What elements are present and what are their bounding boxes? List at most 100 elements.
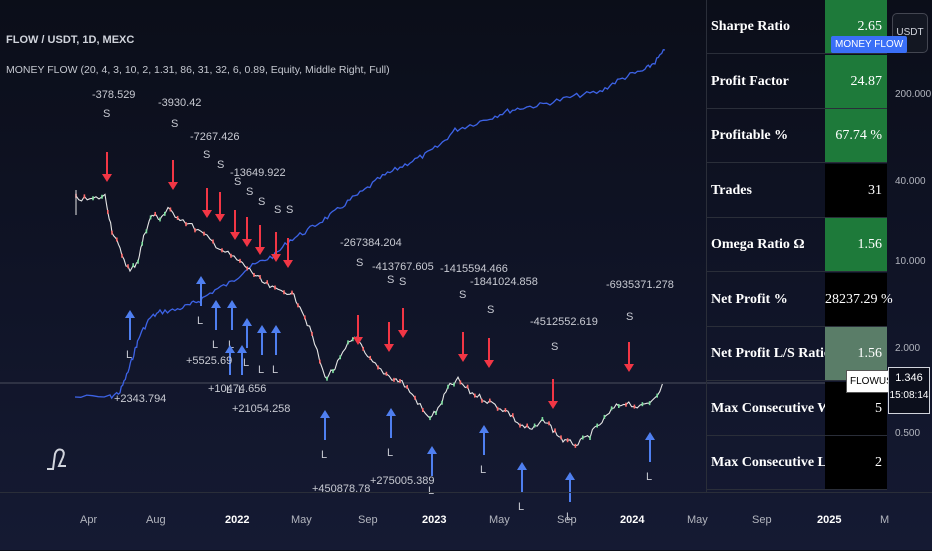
price-candle <box>145 229 148 234</box>
price-candle <box>633 404 636 409</box>
price-candle <box>512 413 514 418</box>
buy-arrow <box>225 345 235 353</box>
last-price: 1.346 <box>895 372 923 384</box>
price-candle <box>239 258 241 263</box>
price-label: 40.000 <box>895 176 926 187</box>
price-axis[interactable] <box>886 0 932 492</box>
long-marker: L <box>646 471 652 483</box>
short-value-label: -13649.922 <box>230 167 286 179</box>
price-candle <box>406 384 408 389</box>
short-marker: S <box>203 149 210 161</box>
bar-countdown: 15:08:14 <box>889 390 929 401</box>
time-label: M <box>880 514 890 526</box>
time-axis[interactable]: Apr Aug 2022 May Sep 2023 May Sep 2024 May Sep 2025… <box>0 492 932 551</box>
symbol-title[interactable]: FLOW / USDT, 1D, MEXC <box>6 34 135 46</box>
price-candle <box>274 285 276 290</box>
stat-label: Omega Ratio Ω <box>711 237 805 252</box>
sell-arrow <box>398 330 408 338</box>
price-candle <box>369 355 371 360</box>
price-candle <box>164 211 166 216</box>
sell-arrow <box>458 354 468 362</box>
long-marker: L <box>243 357 249 369</box>
price-candle <box>466 384 469 389</box>
price-candle <box>453 382 455 387</box>
time-label: May <box>489 514 510 526</box>
time-label: Apr <box>80 514 98 526</box>
price-candle <box>332 369 334 374</box>
price-candle <box>127 264 129 269</box>
price-candle <box>560 435 562 440</box>
price-candle <box>159 217 161 222</box>
short-marker: S <box>258 196 265 208</box>
price-candle <box>246 266 248 271</box>
price-candle <box>266 280 268 285</box>
price-candle <box>221 248 223 253</box>
long-marker: L <box>321 449 327 461</box>
stat-row: Profitable % 67.74 % <box>707 109 887 163</box>
price-candle <box>352 337 354 342</box>
long-value-label: +10474.656 <box>208 383 266 395</box>
short-marker: S <box>387 274 394 286</box>
short-marker: S <box>103 108 110 120</box>
buy-arrow <box>427 446 437 454</box>
time-label: 2023 <box>422 514 447 526</box>
short-marker: S <box>487 304 494 316</box>
short-marker: S <box>234 176 241 188</box>
chart-header: FLOW / USDT, 1D, MEXC <box>6 34 134 46</box>
long-marker: L <box>212 339 218 351</box>
price-candle <box>504 408 507 413</box>
price-candle <box>319 359 321 364</box>
short-marker: S <box>459 289 466 301</box>
currency-button[interactable]: USDT <box>892 13 928 53</box>
price-candle <box>399 378 401 383</box>
long-marker: L <box>126 349 132 361</box>
long-marker: L <box>518 501 524 513</box>
time-label: Aug <box>146 514 166 526</box>
short-value-label: -413767.605 <box>372 261 434 273</box>
sell-arrow <box>548 401 558 409</box>
stat-value: 28237.29 % <box>825 272 893 326</box>
price-candle <box>589 435 591 440</box>
tradingview-logo[interactable] <box>44 444 70 479</box>
time-label: Sep <box>557 514 577 526</box>
price-candle <box>554 428 556 433</box>
buy-arrow <box>271 325 281 333</box>
price-candle <box>610 406 613 411</box>
indicator-legend[interactable]: MONEY FLOW (20, 4, 3, 10, 2, 1.31, 86, 3… <box>6 64 390 76</box>
short-marker: S <box>551 341 558 353</box>
buy-arrow <box>645 432 655 440</box>
stat-row: Max Consecutive Losses 2 <box>707 436 887 490</box>
stat-value: 24.87 <box>825 54 887 108</box>
price-candle <box>101 194 103 199</box>
price-candle <box>548 421 550 426</box>
long-marker: L <box>428 485 434 497</box>
stat-value: 67.74 % <box>825 109 887 162</box>
buy-arrow <box>242 318 252 326</box>
short-marker: S <box>286 204 293 216</box>
price-candle <box>253 272 255 277</box>
sell-arrow <box>624 364 634 372</box>
price-candle <box>311 331 313 336</box>
price-candle <box>625 402 627 407</box>
time-label: Sep <box>358 514 378 526</box>
sell-arrow <box>230 232 240 240</box>
last-price-tag: 1.346 15:08:14 <box>888 367 930 414</box>
price-candle <box>648 401 651 406</box>
sell-arrow <box>271 254 281 262</box>
sell-arrow <box>202 210 212 218</box>
price-candle <box>121 253 123 258</box>
price-candle <box>194 228 196 233</box>
long-marker: L <box>272 364 278 376</box>
price-candle <box>111 230 113 235</box>
price-label: 2.000 <box>895 343 921 354</box>
stat-label: Max Consecutive Wins <box>711 400 849 416</box>
short-marker: S <box>626 311 633 323</box>
price-candle <box>297 303 299 308</box>
price-candle <box>596 423 598 428</box>
long-marker: L <box>228 339 234 351</box>
buy-arrow <box>125 310 135 318</box>
long-value-label: +2343.794 <box>114 393 166 405</box>
short-value-label: -1841024.858 <box>470 276 538 288</box>
buy-arrow <box>196 276 206 284</box>
